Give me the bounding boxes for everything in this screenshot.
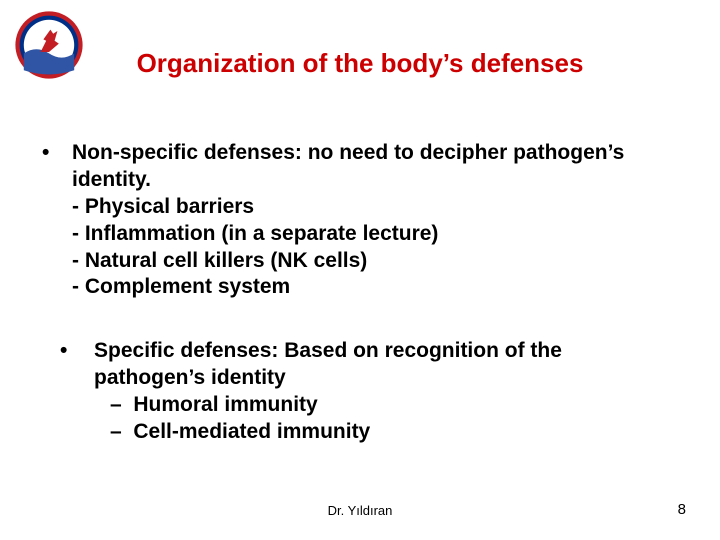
sub-item: – Humoral immunity bbox=[60, 392, 670, 419]
sub-item: - Physical barriers bbox=[42, 194, 690, 221]
page-number: 8 bbox=[678, 501, 686, 518]
bullet-block-nonspecific: • Non-specific defenses: no need to deci… bbox=[42, 140, 690, 301]
bullet-item: • Non-specific defenses: no need to deci… bbox=[42, 140, 690, 194]
dash-marker: – bbox=[110, 393, 122, 416]
sub-item-text: Cell-mediated immunity bbox=[133, 420, 370, 443]
bullet-block-specific: • Specific defenses: Based on recognitio… bbox=[60, 338, 670, 446]
slide: Organization of the body’s defenses • No… bbox=[0, 0, 720, 540]
bullet-lead-text: Specific defenses: Based on recognition … bbox=[94, 338, 670, 392]
sub-item: - Complement system bbox=[42, 274, 690, 301]
bullet-marker: • bbox=[42, 140, 72, 194]
sub-item: – Cell-mediated immunity bbox=[60, 419, 670, 446]
bullet-marker: • bbox=[60, 338, 94, 392]
bullet-lead-text: Non-specific defenses: no need to deciph… bbox=[72, 140, 690, 194]
footer-author: Dr. Yıldıran bbox=[0, 503, 720, 518]
bullet-item: • Specific defenses: Based on recognitio… bbox=[60, 338, 670, 392]
sub-item-text: Humoral immunity bbox=[133, 393, 317, 416]
slide-title: Organization of the body’s defenses bbox=[0, 48, 720, 79]
dash-marker: – bbox=[110, 420, 122, 443]
sub-item: - Natural cell killers (NK cells) bbox=[42, 248, 690, 275]
sub-item: - Inflammation (in a separate lecture) bbox=[42, 221, 690, 248]
